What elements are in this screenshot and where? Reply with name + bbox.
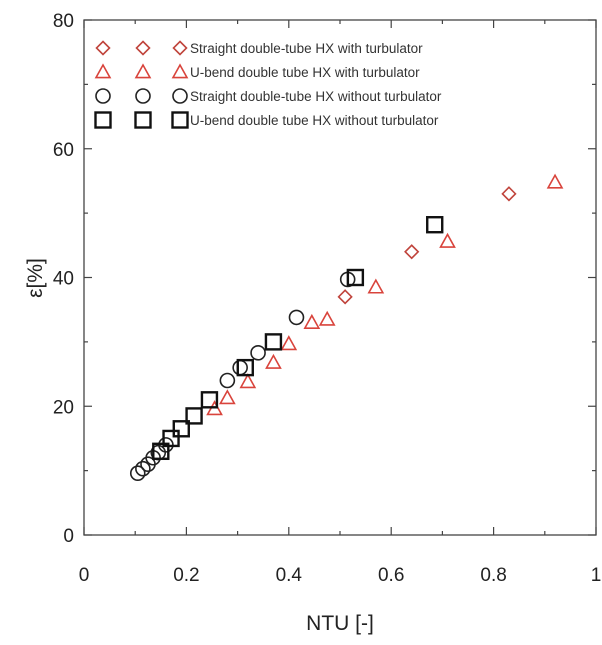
legend-marker-triangle [134, 63, 152, 79]
y-tick-label: 80 [53, 11, 74, 32]
data-point-circle [129, 465, 146, 482]
legend-marker-triangle [171, 63, 189, 79]
legend-marker-circle [172, 88, 188, 104]
x-tick-label: 0.4 [276, 565, 303, 586]
data-point-square [346, 268, 365, 287]
x-tick-label: 0.8 [480, 565, 506, 586]
data-point-triangle [219, 389, 236, 405]
data-point-square [162, 429, 180, 448]
data-point-circle [135, 460, 151, 477]
legend-marker-square [171, 111, 189, 129]
data-point-circle [250, 345, 266, 361]
data-point-triangle [439, 232, 456, 248]
legend-marker-diamond [172, 40, 188, 56]
axis-ticks: 0 0.2 0.4 0.6 0.8 1 0 20 40 60 80 [53, 11, 601, 586]
y-tick-label: 40 [53, 269, 74, 290]
data-point-triangle [303, 313, 321, 329]
data-point-circle [219, 372, 236, 389]
data-point-square [426, 216, 444, 234]
legend-marker-square [134, 111, 152, 129]
data-point-square [172, 420, 190, 438]
legend-marker-diamond [135, 40, 151, 56]
data-point-triangle [367, 278, 385, 294]
data-points [129, 173, 564, 482]
y-tick-label: 60 [53, 140, 74, 161]
y-tick-label: 20 [53, 397, 74, 418]
data-point-diamond [404, 244, 420, 260]
data-point-triangle [318, 310, 336, 326]
x-tick-label: 0.6 [378, 565, 404, 586]
x-axis-label: NTU [-] [306, 612, 374, 635]
y-axis-label: ε[%] [24, 258, 47, 298]
data-point-circle [288, 309, 305, 326]
legend-entry-label: U-bend double tube HX with turbulator [190, 65, 420, 80]
legend: Straight double-tube HX with turbulator U… [94, 40, 442, 129]
legend-entry-label: Straight double-tube HX without turbulat… [190, 89, 442, 104]
data-point-diamond [337, 289, 353, 305]
x-tick-label: 0 [79, 565, 90, 586]
data-point-square [200, 391, 219, 409]
data-point-square [236, 358, 254, 377]
legend-marker-circle [135, 88, 151, 104]
legend-marker-triangle [94, 63, 112, 79]
x-tick-label: 0.2 [173, 565, 199, 586]
data-point-circle [232, 359, 248, 376]
data-point-triangle [546, 173, 564, 189]
data-point-diamond [501, 186, 517, 202]
legend-marker-square [94, 111, 112, 129]
legend-entry-label: Straight double-tube HX with turbulator [190, 41, 423, 56]
legend-marker-circle [95, 88, 111, 104]
x-tick-label: 1 [591, 565, 602, 586]
data-point-triangle [265, 353, 282, 369]
legend-marker-diamond [95, 40, 111, 56]
data-point-triangle [280, 335, 298, 351]
data-point-square [264, 333, 283, 351]
legend-entry-label: U-bend double tube HX without turbulator [190, 113, 439, 128]
data-point-square [185, 407, 203, 425]
y-tick-label: 0 [63, 526, 74, 547]
data-point-triangle [239, 373, 257, 389]
data-point-square [152, 442, 170, 461]
